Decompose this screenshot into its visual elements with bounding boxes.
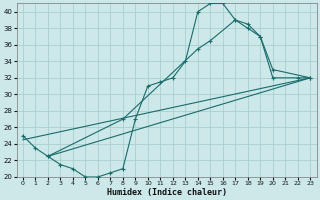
X-axis label: Humidex (Indice chaleur): Humidex (Indice chaleur) [107, 188, 227, 197]
